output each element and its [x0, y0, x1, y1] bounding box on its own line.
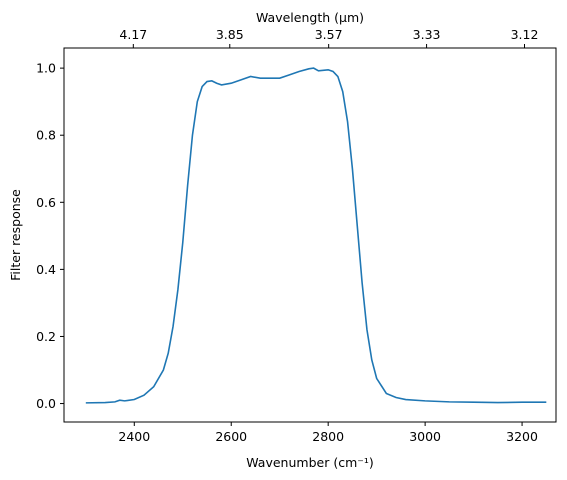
y-axis-ticks: 0.0 0.2 0.4 0.6 0.8 1.0: [36, 61, 64, 411]
x-tick-label: 3200: [506, 429, 538, 444]
y-tick-label: 0.8: [36, 128, 56, 143]
y-tick-label: 0.6: [36, 195, 56, 210]
y-tick-label: 0.4: [36, 262, 56, 277]
top-tick-label: 4.17: [119, 27, 147, 42]
y-tick-label: 0.2: [36, 329, 56, 344]
top-tick-label: 3.85: [216, 27, 244, 42]
x-tick-label: 2800: [312, 429, 344, 444]
top-tick-label: 3.57: [315, 27, 343, 42]
x-axis-ticks: 2400 2600 2800 3000 3200: [118, 422, 538, 444]
plot-area-frame: [63, 47, 557, 423]
series-line-filter-response: [85, 67, 547, 404]
top-tick-label: 3.12: [511, 27, 539, 42]
top-axis-label: Wavelength (μm): [256, 10, 364, 25]
y-tick-label: 0.0: [36, 396, 56, 411]
y-axis-label: Filter response: [8, 189, 23, 281]
x-axis-label: Wavenumber (cm⁻¹): [246, 455, 373, 470]
x-tick-label: 2600: [215, 429, 247, 444]
x-tick-label: 3000: [409, 429, 441, 444]
y-tick-label: 1.0: [36, 61, 56, 76]
top-axis-ticks: 4.17 3.85 3.57 3.33 3.12: [119, 27, 538, 48]
top-tick-label: 3.33: [413, 27, 441, 42]
x-tick-label: 2400: [118, 429, 150, 444]
